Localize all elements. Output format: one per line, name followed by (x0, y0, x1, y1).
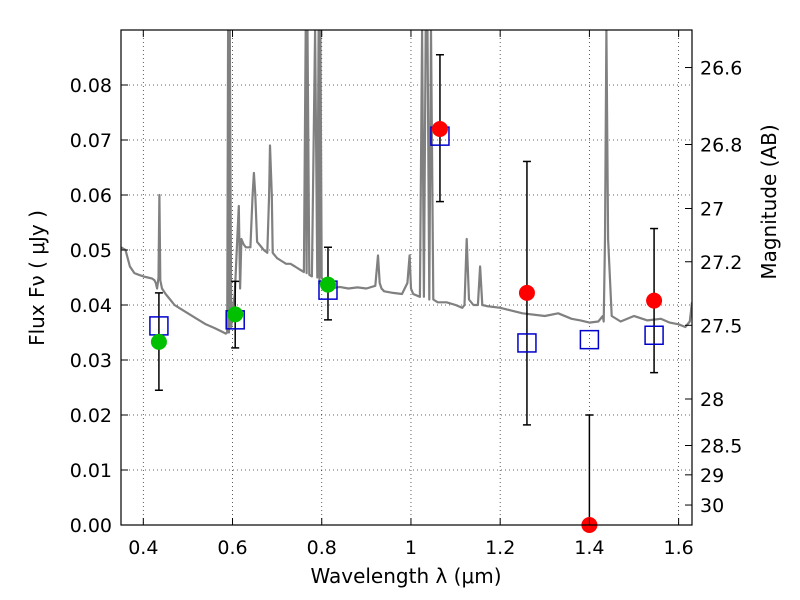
green-data-point (319, 276, 336, 293)
x-tick-label: 1.6 (664, 537, 694, 559)
data-marks (149, 54, 664, 533)
x-tick-label: 0.4 (128, 537, 158, 559)
plot-frame (120, 29, 693, 526)
mag-tick-label: 28 (700, 389, 724, 411)
model-square-point (517, 333, 537, 353)
mag-tick-label: 29 (700, 465, 724, 487)
mag-tick-label: 30 (700, 495, 724, 517)
y-tick-label: 0.06 (70, 185, 112, 207)
x-tick-label: 1.4 (574, 537, 604, 559)
red-data-point (646, 292, 663, 309)
x-axis-label: Wavelength λ (μm) (310, 564, 501, 588)
y-axis-label: Flux Fν ( μJy ) (25, 210, 49, 346)
spectrum-line (121, 30, 692, 335)
y-tick-label: 0.01 (70, 460, 112, 482)
x-tick-label: 0.8 (307, 537, 337, 559)
mag-tick-label: 27.5 (700, 315, 742, 337)
right-axis-label: Magnitude (AB) (757, 124, 781, 279)
mag-tick-label: 27 (700, 199, 724, 221)
y-tick-label: 0.07 (70, 130, 112, 152)
red-data-point (518, 284, 535, 301)
mag-tick-label: 26.8 (700, 134, 742, 156)
y-tick-label: 0.04 (70, 295, 112, 317)
red-data-point (431, 121, 448, 137)
mag-tick-label: 27.2 (700, 252, 742, 274)
x-tick-label: 1 (405, 537, 417, 559)
model-square-point (579, 329, 600, 350)
y-tick-label: 0.08 (70, 75, 112, 97)
green-data-point (150, 333, 167, 350)
y-tick-label: 0.00 (70, 515, 112, 537)
x-tick-label: 1.2 (485, 537, 515, 559)
y-tick-label: 0.03 (70, 350, 112, 372)
y-tick-label: 0.02 (70, 405, 112, 427)
spectrum-layer (121, 30, 692, 335)
green-data-point (227, 306, 244, 323)
x-tick-label: 0.6 (217, 537, 247, 559)
mag-tick-label: 28.5 (700, 436, 742, 458)
model-square-point (644, 325, 664, 345)
mag-tick-label: 26.6 (700, 58, 742, 80)
axis-ticks: 0.4 0.6 0.8 1 1.2 1.4 1.6 0.00 0.01 0.02 0.03 0.04 0… (70, 30, 742, 559)
y-tick-label: 0.05 (70, 240, 112, 262)
